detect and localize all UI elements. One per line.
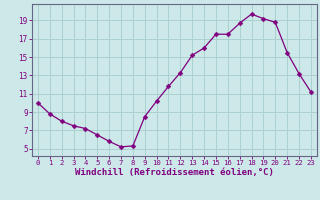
X-axis label: Windchill (Refroidissement éolien,°C): Windchill (Refroidissement éolien,°C) [75, 168, 274, 177]
